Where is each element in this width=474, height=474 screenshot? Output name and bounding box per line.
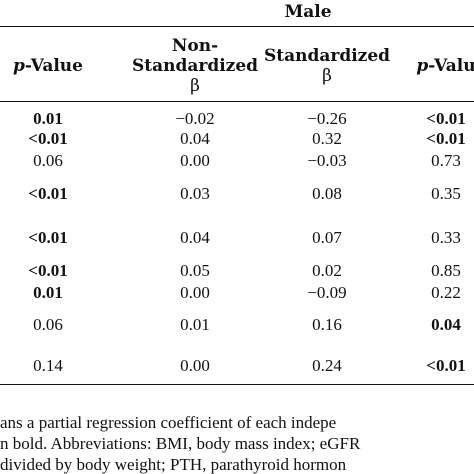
cell-standardized-beta: 0.08	[312, 184, 342, 203]
column-header-pvalue-left: p-Value	[13, 56, 83, 76]
cell-non-standardized-beta: 0.01	[180, 315, 210, 334]
cell-standardized-beta: 0.02	[312, 261, 342, 280]
p-italic: p	[416, 56, 429, 76]
header-line: Non-	[171, 36, 219, 56]
cell-pvalue-right: 0.22	[431, 283, 461, 302]
cell-pvalue-left: <0.01	[28, 228, 68, 247]
cell-non-standardized-beta: 0.00	[180, 283, 210, 302]
cell-pvalue-right: 0.85	[431, 261, 461, 280]
cell-pvalue-right: <0.01	[426, 129, 466, 148]
column-header-pvalue-right: p-Valu	[416, 56, 474, 76]
cell-standardized-beta: 0.32	[312, 129, 342, 148]
cell-non-standardized-beta: 0.04	[180, 228, 210, 247]
cell-standardized-beta: 0.16	[312, 315, 342, 334]
cell-non-standardized-beta: 0.04	[180, 129, 210, 148]
pvalue-label-suffix: -Valu	[428, 56, 474, 76]
column-header-non-standardized: Non- Standardized β	[132, 36, 258, 96]
p-italic: p	[13, 56, 25, 76]
cell-non-standardized-beta: 0.03	[180, 184, 210, 203]
cell-standardized-beta: 0.07	[312, 228, 342, 247]
cell-standardized-beta: −0.26	[307, 109, 347, 128]
header-line: Standardized	[131, 56, 259, 76]
cell-pvalue-left: <0.01	[28, 129, 68, 148]
cell-pvalue-left: 0.01	[33, 109, 63, 128]
cell-non-standardized-beta: 0.00	[180, 356, 210, 375]
cell-non-standardized-beta: 0.00	[180, 151, 210, 170]
cell-pvalue-right: <0.01	[426, 356, 466, 375]
cell-standardized-beta: −0.03	[307, 151, 347, 170]
group-header-rule	[0, 26, 474, 27]
header-line: Standardized	[263, 46, 391, 66]
footnote-line-3: divided by body weight; PTH, parathyroid…	[0, 455, 347, 474]
cell-pvalue-right: 0.35	[431, 184, 461, 203]
cell-pvalue-left: <0.01	[28, 184, 68, 203]
cell-pvalue-right: 0.33	[431, 228, 461, 247]
cell-pvalue-left: 0.01	[33, 283, 63, 302]
cell-pvalue-left: 0.06	[33, 315, 63, 334]
cell-pvalue-left: <0.01	[28, 261, 68, 280]
header-line: β	[322, 66, 332, 86]
cell-pvalue-right: <0.01	[426, 109, 466, 128]
footnote-line-1: ans a partial regression coefficient of …	[0, 413, 337, 432]
cell-pvalue-left: 0.14	[33, 356, 63, 375]
footnote-line-2: n bold. Abbreviations: BMI, body mass in…	[0, 434, 361, 453]
cell-pvalue-right: 0.04	[431, 315, 461, 334]
cell-pvalue-right: 0.73	[431, 151, 461, 170]
group-header-male: Male	[284, 2, 332, 22]
table-bottom-rule	[0, 384, 474, 385]
cell-pvalue-left: 0.06	[33, 151, 63, 170]
cell-non-standardized-beta: −0.02	[175, 109, 215, 128]
cell-non-standardized-beta: 0.05	[180, 261, 210, 280]
pvalue-label-suffix: -Value	[24, 56, 83, 76]
header-bottom-rule	[0, 101, 474, 102]
header-line: β	[190, 76, 200, 96]
cell-standardized-beta: −0.09	[307, 283, 347, 302]
column-header-standardized: Standardized β	[264, 46, 390, 86]
cell-standardized-beta: 0.24	[312, 356, 342, 375]
